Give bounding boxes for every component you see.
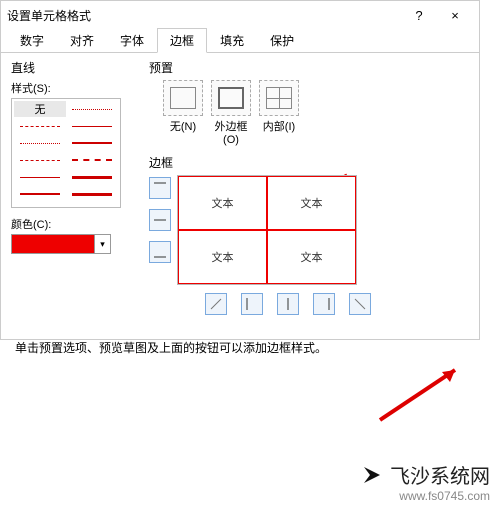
preset-label-inside: 内部(I) xyxy=(259,118,299,146)
preset-inside[interactable] xyxy=(259,80,299,116)
side-buttons xyxy=(149,177,171,315)
hint-text: 单击预置选项、预览草图及上面的按钮可以添加边框样式。 xyxy=(15,339,479,356)
style-opt[interactable] xyxy=(14,169,66,185)
style-label: 样式(S): xyxy=(11,80,131,96)
line-section-title: 直线 xyxy=(11,59,131,76)
border-preview[interactable]: 文本 文本 文本 文本 xyxy=(177,175,357,285)
line-style-box[interactable]: 无 xyxy=(11,98,121,208)
preview-cell: 文本 xyxy=(267,230,356,284)
style-opt[interactable] xyxy=(66,101,118,117)
left-panel: 直线 样式(S): 无 颜色(C): ▾ xyxy=(11,59,131,315)
preset-title: 预置 xyxy=(149,59,469,76)
border-diag1-btn[interactable] xyxy=(205,293,227,315)
content: 直线 样式(S): 无 颜色(C): ▾ xyxy=(1,53,479,321)
preview-cell: 文本 xyxy=(267,176,356,230)
preview-cell: 文本 xyxy=(178,176,267,230)
tab-number[interactable]: 数字 xyxy=(7,28,57,52)
style-opt[interactable] xyxy=(14,186,66,202)
watermark: 飞沙系统网 www.fs0745.com xyxy=(360,460,490,503)
tab-fill[interactable]: 填充 xyxy=(207,28,257,52)
help-button[interactable]: ? xyxy=(401,1,437,29)
tabs: 数字 对齐 字体 边框 填充 保护 xyxy=(1,29,479,53)
border-top-btn[interactable] xyxy=(149,177,171,199)
watermark-name: 飞沙系统网 xyxy=(390,460,490,489)
logo-icon xyxy=(360,463,384,487)
style-opt[interactable] xyxy=(66,135,118,151)
border-vmid-btn[interactable] xyxy=(277,293,299,315)
close-button[interactable]: × xyxy=(437,1,473,29)
dialog-title: 设置单元格格式 xyxy=(7,7,401,24)
border-diag2-btn[interactable] xyxy=(349,293,371,315)
style-opt[interactable] xyxy=(14,152,66,168)
style-none[interactable]: 无 xyxy=(14,101,66,117)
color-swatch xyxy=(12,235,94,253)
right-panel: 预置 无(N) 外边框(O) 内部(I) 边框 xyxy=(149,59,469,315)
border-bottom-btn[interactable] xyxy=(149,241,171,263)
style-opt[interactable] xyxy=(66,118,118,134)
preset-label-none: 无(N) xyxy=(163,118,203,146)
titlebar: 设置单元格格式 ? × xyxy=(1,1,479,29)
border-right-btn[interactable] xyxy=(313,293,335,315)
style-opt[interactable] xyxy=(66,186,118,202)
bottom-buttons xyxy=(205,293,371,315)
preview-cell: 文本 xyxy=(178,230,267,284)
border-area: 文本 文本 文本 文本 xyxy=(149,175,469,315)
watermark-url: www.fs0745.com xyxy=(360,489,490,503)
preset-outline[interactable] xyxy=(211,80,251,116)
preset-none[interactable] xyxy=(163,80,203,116)
style-opt[interactable] xyxy=(66,169,118,185)
style-opt[interactable] xyxy=(66,152,118,168)
color-label: 颜色(C): xyxy=(11,216,131,232)
tab-border[interactable]: 边框 xyxy=(157,28,207,53)
color-section: 颜色(C): ▾ xyxy=(11,216,131,254)
tab-align[interactable]: 对齐 xyxy=(57,28,107,52)
border-left-btn[interactable] xyxy=(241,293,263,315)
chevron-down-icon[interactable]: ▾ xyxy=(94,235,110,253)
preset-row xyxy=(163,80,469,116)
border-title: 边框 xyxy=(149,154,469,171)
preset-label-outline: 外边框(O) xyxy=(211,118,251,146)
tab-protect[interactable]: 保护 xyxy=(257,28,307,52)
preset-labels: 无(N) 外边框(O) 内部(I) xyxy=(163,118,469,146)
annotation-arrow-icon xyxy=(370,365,460,425)
border-mid-btn[interactable] xyxy=(149,209,171,231)
tab-font[interactable]: 字体 xyxy=(107,28,157,52)
style-opt[interactable] xyxy=(14,118,66,134)
color-picker[interactable]: ▾ xyxy=(11,234,111,254)
style-opt[interactable] xyxy=(14,135,66,151)
dialog-window: 设置单元格格式 ? × 数字 对齐 字体 边框 填充 保护 直线 样式(S): … xyxy=(0,0,480,340)
